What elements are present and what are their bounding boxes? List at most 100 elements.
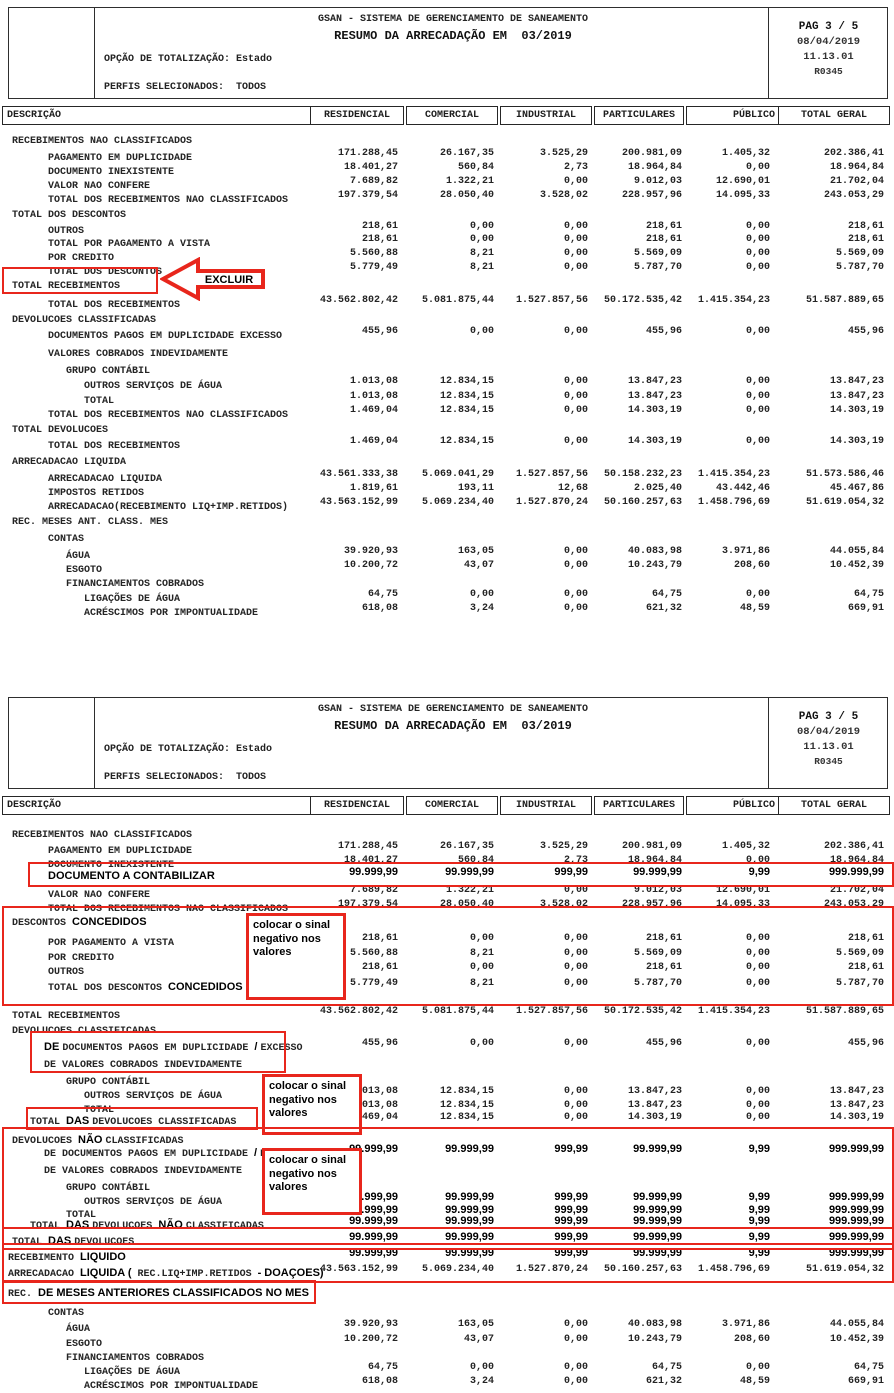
- row-value: 0,00: [563, 1086, 588, 1097]
- table-row: DOCUMENTO A CONTABILIZAR 99.999,99 99.999,…: [0, 866, 894, 882]
- table-row: LIGAÇÕES DE ÁGUA 64,75 0,00 0,00 64,75 0,00 64…: [0, 588, 894, 605]
- row-value: 2,73: [563, 855, 588, 866]
- row-value: 14.303,19: [627, 405, 682, 416]
- row-value: 0,00: [745, 589, 770, 600]
- table-row: ARRECADACAO(RECEBIMENTO LIQ+IMP.RETIDOS)…: [0, 496, 894, 513]
- row-label: TOTAL DOS RECEBIMENTOS: [48, 441, 181, 452]
- header-logo-cell-divider: [94, 8, 95, 98]
- row-value: 99.999,99: [633, 1191, 682, 1203]
- row-value: 3.525,29: [539, 148, 588, 159]
- row-value: 50.160.257,63: [603, 1264, 682, 1275]
- left-block-arrow-icon: EXCLUIR: [160, 257, 265, 301]
- row-value: 193,11: [457, 483, 494, 494]
- svg-text:EXCLUIR: EXCLUIR: [205, 274, 253, 286]
- table-row: ARRECADACAO LIQUIDA ( REC.LIQ+IMP.RETIDO…: [0, 1263, 894, 1280]
- table-row: ÁGUA 39.920,93 163,05 0,00 40.083,98 3.971,86…: [0, 1318, 894, 1335]
- row-value: 0,00: [563, 176, 588, 187]
- row-value: 999.999,99: [828, 1247, 884, 1259]
- row-value: 999,99: [554, 1247, 588, 1259]
- table-row: DE DOCUMENTOS PAGOS EM DUPLICIDADE / EXC…: [0, 1037, 894, 1054]
- row-value: 9,99: [748, 866, 770, 878]
- column-header-cell: RESIDENCIAL: [310, 796, 404, 815]
- row-value: 99.999,99: [445, 1231, 494, 1243]
- row-value: 0,00: [563, 589, 588, 600]
- row-value: 10.200,72: [343, 560, 398, 571]
- row-value: 14.095,33: [715, 190, 770, 201]
- row-value: 3,24: [469, 603, 494, 614]
- row-value: 43.563.152,99: [319, 1264, 398, 1275]
- row-value: 12.834,15: [439, 436, 494, 447]
- row-value: 999,99: [554, 1204, 588, 1216]
- row-value: 14.303,19: [829, 405, 884, 416]
- row-value: 40.083,98: [627, 1319, 682, 1330]
- row-value: 21.702,04: [829, 176, 884, 187]
- row-value: 218,61: [361, 962, 398, 973]
- row-value: 9,99: [748, 1191, 770, 1203]
- row-value: 9,99: [748, 1143, 770, 1155]
- table-row: ÁGUA 39.920,93 163,05 0,00 40.083,98 3.971,86…: [0, 545, 894, 562]
- table-row: FINANCIAMENTOS COBRADOS: [0, 573, 894, 590]
- row-value: 64,75: [651, 1362, 682, 1373]
- row-label: OUTROS: [48, 226, 85, 237]
- column-header-cell: DESCRIÇÃO: [2, 106, 312, 125]
- column-header-cell: DESCRIÇÃO: [2, 796, 312, 815]
- row-label: GRUPO CONTÁBIL: [66, 366, 151, 377]
- row-label: TOTAL DOS DESCONTOS: [48, 267, 163, 278]
- profiles-value: TODOS: [236, 772, 267, 783]
- row-value: 18.964,84: [627, 855, 682, 866]
- page-number: PAG 3 / 5: [798, 711, 859, 723]
- row-value: 5.069.234,40: [421, 497, 494, 508]
- system-title: GSAN - SISTEMA DE GERENCIAMENTO DE SANEA…: [317, 704, 589, 715]
- row-value: 455,96: [645, 1038, 682, 1049]
- row-value: 999,99: [554, 1143, 588, 1155]
- row-value: 5.569,09: [633, 248, 682, 259]
- row-value: 999.999,99: [828, 1215, 884, 1227]
- row-value: 1.458.796,69: [697, 497, 770, 508]
- row-label: ACRÉSCIMOS POR IMPONTUALIDADE: [84, 1381, 259, 1392]
- column-header-cell: TOTAL GERAL: [778, 106, 890, 125]
- table-row: GRUPO CONTÁBIL: [0, 1177, 894, 1194]
- row-value: 999.999,99: [828, 866, 884, 878]
- row-value: 0,00: [563, 234, 588, 245]
- row-value: 218,61: [645, 962, 682, 973]
- row-label: ÁGUA: [66, 551, 91, 562]
- table-row: TOTAL DOS RECEBIMENTOS NAO CLASSIFICADOS…: [0, 898, 894, 915]
- row-value: 14.303,19: [829, 436, 884, 447]
- row-value: 39.920,93: [343, 1319, 398, 1330]
- row-label: POR CREDITO: [48, 953, 115, 964]
- row-value: 9,99: [748, 1204, 770, 1216]
- row-value: 1.013,08: [349, 376, 398, 387]
- table-row: DEVOLUCOES NÃO CLASSIFICADAS: [0, 1130, 894, 1147]
- row-value: 0,00: [563, 1100, 588, 1111]
- row-value: 0,00: [745, 1112, 770, 1123]
- row-value: 99.999,99: [349, 1231, 398, 1243]
- row-value: 13.847,23: [829, 376, 884, 387]
- row-value: 5.787,70: [633, 262, 682, 273]
- row-value: 10.243,79: [627, 1334, 682, 1345]
- profiles-value: TODOS: [236, 82, 267, 93]
- row-value: 18.964,84: [627, 162, 682, 173]
- row-value: 5.787,70: [835, 262, 884, 273]
- row-label: LIGAÇÕES DE ÁGUA: [84, 1367, 181, 1378]
- row-value: 0,00: [745, 1086, 770, 1097]
- row-value: 14.303,19: [627, 1112, 682, 1123]
- row-value: 455,96: [361, 326, 398, 337]
- print-date: 08/04/2019: [796, 726, 860, 738]
- row-value: 0,00: [563, 436, 588, 447]
- table-row: DEVOLUCOES CLASSIFICADAS: [0, 309, 894, 326]
- row-value: 48,59: [739, 1376, 770, 1387]
- row-value: 14.303,19: [627, 436, 682, 447]
- table-row: TOTAL 1.013,08 12.834,15 0,00 13.847,23 0,00 1…: [0, 1099, 894, 1116]
- row-value: 0,00: [563, 948, 588, 959]
- row-value: 0,00: [745, 391, 770, 402]
- row-value: 8,21: [469, 948, 494, 959]
- row-value: 1.527.870,24: [515, 497, 588, 508]
- row-value: 455,96: [847, 326, 884, 337]
- row-value: 999.999,99: [828, 1143, 884, 1155]
- table-row: OUTROS SERVIÇOS DE ÁGUA 1.013,08 12.834,15…: [0, 1085, 894, 1102]
- row-label: CONTAS: [48, 1308, 85, 1319]
- totalization-label: OPÇÃO DE TOTALIZAÇÃO:: [104, 54, 237, 65]
- table-row: OUTROS 218,61 0,00 0,00 218,61 0,00 218,61: [0, 961, 894, 978]
- row-value: 50.172.535,42: [603, 295, 682, 306]
- row-value: 218,61: [645, 221, 682, 232]
